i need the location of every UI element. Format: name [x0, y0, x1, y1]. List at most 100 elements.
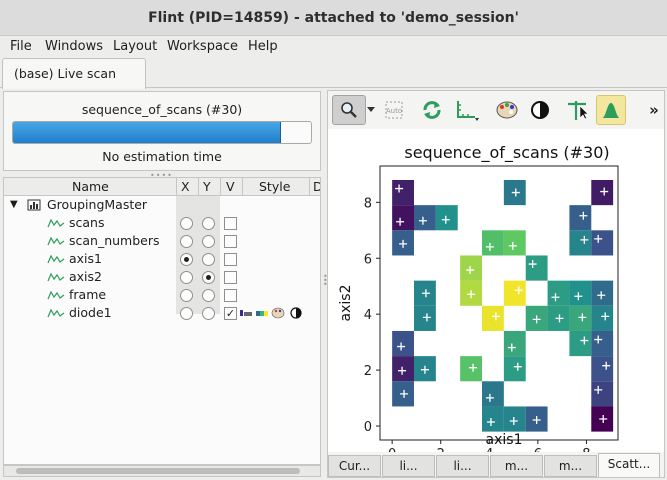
contrast-button[interactable] [525, 95, 555, 125]
colormap-icon [256, 311, 268, 316]
menu-help[interactable]: Help [248, 39, 278, 54]
tree-row-scans[interactable]: scans [4, 214, 320, 232]
x-radio[interactable] [180, 271, 193, 284]
y-radio[interactable] [202, 235, 215, 248]
heatmap-cell [392, 356, 414, 382]
tab-live-scan[interactable]: (base) Live scan [2, 58, 146, 89]
x-radio[interactable] [180, 217, 193, 230]
y-radio[interactable] [202, 217, 215, 230]
crosshair-icon [568, 101, 589, 120]
refresh-icon [423, 101, 441, 119]
scatter-point [467, 290, 476, 299]
histogram-button[interactable] [596, 95, 626, 125]
menu-layout[interactable]: Layout [113, 39, 158, 54]
x-radio[interactable] [180, 289, 193, 302]
menu-workspace[interactable]: Workspace [167, 39, 239, 54]
palette-button[interactable] [492, 95, 522, 125]
heatmap-cell [591, 381, 614, 407]
y-axis-label: axis2 [338, 285, 354, 322]
tree-row-axis2[interactable]: axis2 [4, 268, 320, 286]
menu-file[interactable]: File [10, 39, 32, 54]
zoom-button[interactable] [332, 95, 366, 125]
channel-tree: Name X Y V Style D ▼ GroupingMaster scan… [3, 177, 321, 465]
v-checkbox[interactable] [224, 253, 237, 266]
v-checkbox[interactable] [224, 289, 237, 302]
heatmap-cell [392, 205, 414, 231]
auto-scale-button[interactable]: Auto [379, 95, 409, 125]
expand-arrow-icon[interactable]: ▼ [10, 199, 18, 210]
plot-tab-1[interactable]: li... [382, 455, 435, 477]
tree-header: Name X Y V Style D [4, 178, 320, 196]
channel-label: scans [69, 215, 105, 230]
scatter-point [511, 188, 520, 197]
heatmap-cell [392, 179, 414, 206]
x-radio[interactable] [180, 235, 193, 248]
channel-label: axis1 [69, 251, 102, 266]
y-radio[interactable] [202, 289, 215, 302]
scatter-point [599, 415, 608, 424]
header-d[interactable]: D [313, 179, 320, 194]
y-radio[interactable] [202, 271, 215, 284]
heatmap-cell [591, 356, 614, 382]
y-radio[interactable] [202, 307, 215, 320]
header-v[interactable]: V [226, 179, 235, 194]
x-radio[interactable] [180, 253, 193, 266]
v-checkbox[interactable]: ✓ [224, 307, 237, 320]
scatter-point [395, 184, 404, 193]
crosshair-button[interactable] [564, 95, 594, 125]
progress-fill [13, 122, 282, 143]
heatmap-cell [482, 381, 504, 407]
channel-icon [47, 272, 65, 282]
plot-tab-0[interactable]: Cur... [328, 455, 381, 477]
heatmap-cell [460, 255, 482, 281]
scatter-point [594, 335, 603, 344]
scatter-point [578, 313, 587, 322]
scatter-point [399, 239, 408, 248]
tree-root-row[interactable]: ▼ GroupingMaster [4, 196, 320, 214]
style-icons[interactable] [240, 306, 310, 320]
svg-text:Auto: Auto [386, 107, 402, 115]
header-style[interactable]: Style [259, 179, 291, 194]
tree-row-frame[interactable]: frame [4, 286, 320, 304]
plot-tab-4[interactable]: m... [544, 455, 597, 477]
scatter-point [508, 241, 517, 250]
scatter-point [466, 266, 475, 275]
heatmap-cell [569, 230, 592, 256]
v-checkbox[interactable] [224, 235, 237, 248]
tree-row-axis1[interactable]: axis1 [4, 250, 320, 268]
zoom-dropdown-button[interactable] [364, 95, 378, 125]
plot-pane: Auto » sequence_of_scans (#30)0246802468… [327, 90, 665, 478]
refresh-button[interactable] [417, 95, 447, 125]
y-tick-label: 0 [364, 420, 372, 435]
menu-windows[interactable]: Windows [45, 39, 104, 54]
heatmap-cell [482, 406, 504, 432]
progress-bar [12, 121, 312, 144]
channel-icon [47, 290, 65, 300]
y-radio[interactable] [202, 253, 215, 266]
scatter-heatmap-chart[interactable]: sequence_of_scans (#30)0246802468axis1ax… [328, 129, 664, 462]
header-y[interactable]: Y [203, 179, 211, 194]
tree-row-diode1[interactable]: diode1 ✓ [4, 304, 320, 322]
header-name[interactable]: Name [72, 179, 109, 194]
v-checkbox[interactable] [224, 217, 237, 230]
vertical-splitter-handle[interactable]: • • • [323, 272, 328, 289]
scatter-point [579, 211, 588, 220]
tree-row-scan-numbers[interactable]: scan_numbers [4, 232, 320, 250]
zoom-icon [341, 102, 357, 118]
scan-progress-panel: sequence_of_scans (#30) No estimation ti… [3, 91, 321, 171]
plot-area[interactable]: sequence_of_scans (#30)0246802468axis1ax… [328, 129, 664, 462]
axes-button[interactable] [452, 95, 482, 125]
tree-horizontal-scrollbar[interactable] [3, 465, 321, 477]
plot-tab-3[interactable]: m... [490, 455, 543, 477]
heatmap-cell [414, 205, 436, 231]
plot-tab-2[interactable]: li... [436, 455, 489, 477]
x-radio[interactable] [180, 307, 193, 320]
scatter-point [528, 260, 537, 269]
channel-label: frame [69, 287, 107, 302]
header-x[interactable]: X [181, 179, 190, 194]
plot-tab-5[interactable]: Scatt... [598, 453, 660, 477]
splitter-handle[interactable]: •••• [150, 171, 173, 180]
v-checkbox[interactable] [224, 271, 237, 284]
more-button[interactable]: » [649, 101, 659, 119]
palette-icon [496, 101, 518, 119]
